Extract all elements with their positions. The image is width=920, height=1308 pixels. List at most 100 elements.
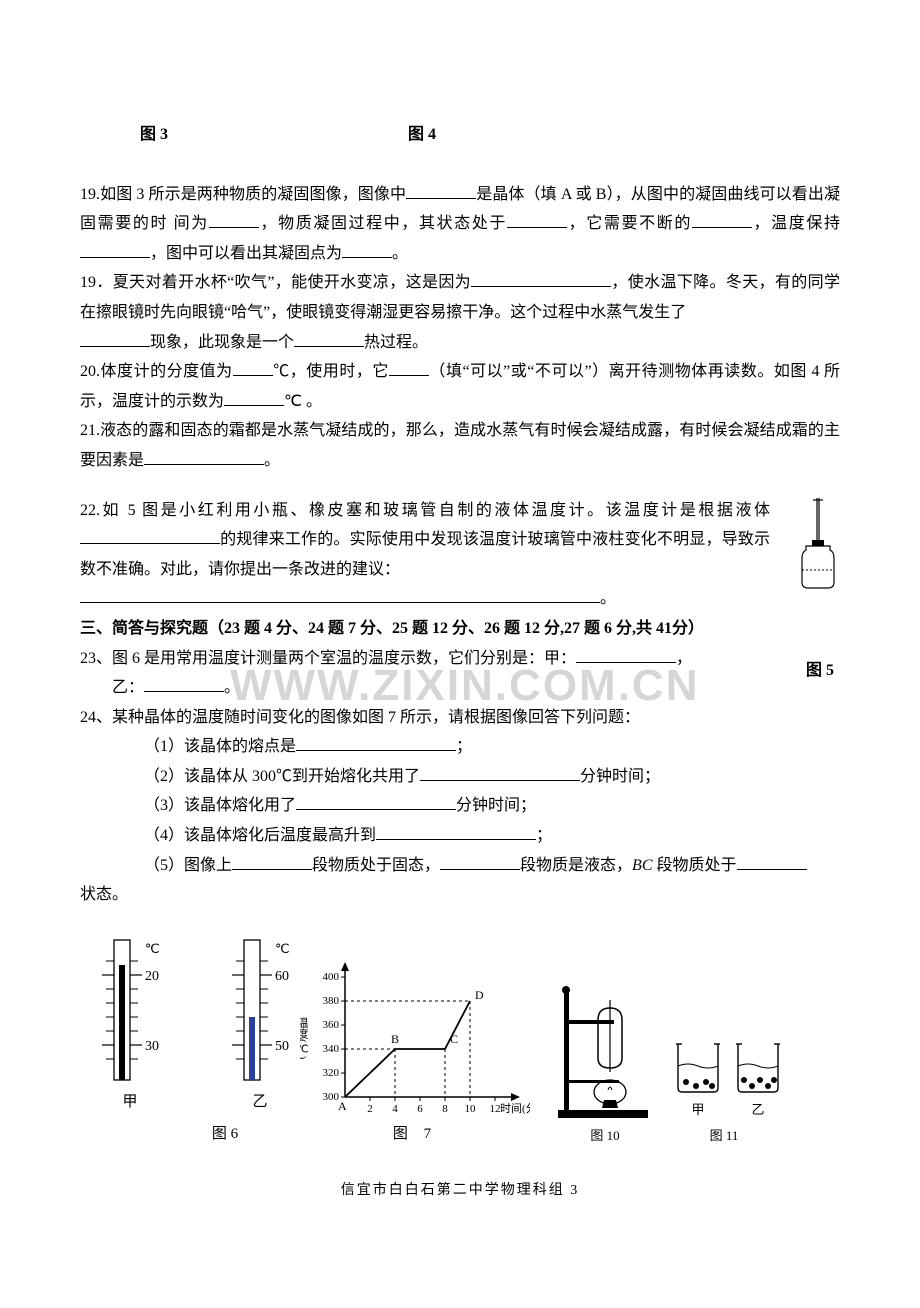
svg-text:8: 8 [442,1103,448,1115]
apparatus-stand: 图 10 [550,972,660,1148]
svg-text:时间(分): 时间(分) [500,1102,530,1115]
svg-text:300: 300 [323,1091,340,1103]
question-19a: 19.如图 3 所示是两种物质的凝固图像，图像中是晶体（填 A 或 B），从图中… [80,180,840,269]
blank[interactable] [737,853,807,870]
q20-t1: 20.体度计的分度值为 [80,363,233,380]
q24-5b: 状态。 [80,880,840,910]
q21-t2: 。 [264,452,280,469]
q24-2: （2）该晶体从 300℃到开始熔化共用了分钟时间； [80,762,840,792]
q19b-t4: 热过程。 [364,334,428,351]
question-24-head: 24、某种晶体的温度随时间变化的图像如图 7 所示，请根据图像回答下列问题： [80,703,840,733]
blank[interactable] [296,793,456,810]
q23-t3: 乙： [112,679,144,696]
q20-t2: ℃，使用时，它 [273,363,389,380]
q19b-t1: 19．夏天对着开水杯“吹气”，能使开水变凉，这是因为 [80,274,471,291]
question-21: 21.液态的露和固态的霜都是水蒸气凝结成的，那么，造成水蒸气有时候会凝结成露，有… [80,416,840,475]
beaker-yi-label: 乙 [751,1098,764,1122]
blank[interactable] [420,764,580,781]
blank[interactable] [507,211,567,228]
question-20: 20.体度计的分度值为℃，使用时，它（填“可以”或“不可以”）离开待测物体再读数… [80,357,840,416]
sub-fig11-label: 图 11 [710,1124,739,1148]
fig6-label: 图 6 [150,1121,300,1149]
section-3-head: 三、简答与探究题（23 题 4 分、24 题 7 分、25 题 12 分、26 … [80,620,704,637]
beaker-yi: 乙 [732,1036,784,1122]
blank[interactable] [389,359,429,376]
q24-4: （4）该晶体熔化后温度最高升到； [80,821,840,851]
blank[interactable] [376,823,536,840]
therm-yi-label: 乙 [252,1089,267,1117]
svg-text:12: 12 [490,1103,501,1115]
svg-text:20: 20 [145,969,159,984]
q24-5: （5）图像上段物质处于固态，段物质是液态，BC 段物质处于 [80,851,840,881]
svg-text:温度(℃): 温度(℃) [300,1016,309,1059]
q24-3: （3）该晶体熔化用了分钟时间； [80,791,840,821]
svg-text:℃: ℃ [145,941,160,956]
q23-t2: ， [676,650,692,667]
svg-text:6: 6 [417,1103,423,1115]
q19b-t3: 现象，此现象是一个 [150,334,294,351]
blank[interactable] [471,270,611,287]
svg-text:380: 380 [323,995,340,1007]
svg-text:10: 10 [465,1103,477,1115]
svg-text:C: C [450,1032,458,1046]
beaker-jia-label: 甲 [691,1098,704,1122]
svg-text:30: 30 [145,1039,159,1054]
thermometer-jia: ℃ 20 30 [90,935,170,1085]
bottle-thermometer-diagram [790,496,850,607]
blank[interactable] [80,527,220,544]
svg-text:400: 400 [323,971,340,983]
blank[interactable] [692,211,752,228]
blank[interactable] [296,734,456,751]
blank[interactable] [576,646,676,663]
figure-labels-row: 图 3 图 4 [80,120,840,150]
question-23: 23、图 6 是用常用温度计测量两个室温的温度示数，它们分别是：甲： ， [80,644,840,674]
blank[interactable] [342,241,392,258]
blank[interactable] [209,211,259,228]
fig5-label: 图 5 [790,656,850,686]
svg-text:2: 2 [367,1103,373,1115]
page-footer: 信宜市白白石第二中学物理科组 3 [80,1178,840,1204]
svg-text:B: B [391,1032,399,1046]
q19a-t5: ，温度保持 [752,215,840,232]
svg-text:340: 340 [323,1043,340,1055]
svg-text:4: 4 [392,1103,398,1115]
q22-t1: 22.如 5 图是小红利用小瓶、橡皮塞和玻璃管自制的液体温度计。该温度计是根据液… [80,502,770,519]
blank[interactable] [224,389,284,406]
blank[interactable] [144,675,224,692]
q19a-t4: ，它需要不断的 [567,215,692,232]
fig7-label: 图 7 [393,1121,437,1149]
blank[interactable] [232,853,312,870]
svg-text:A: A [338,1099,347,1113]
blank[interactable] [294,330,364,347]
blank[interactable] [80,586,600,603]
svg-text:360: 360 [323,1019,340,1031]
sub-fig10-label: 图 10 [590,1124,619,1148]
q19a-t6: ，图中可以看出其凝固点为 [150,245,342,262]
q20-t4: ℃ 。 [284,393,322,410]
question-22: 22.如 5 图是小红利用小瓶、橡皮塞和玻璃管自制的液体温度计。该温度计是根据液… [80,496,840,644]
svg-text:320: 320 [323,1067,340,1079]
question-23-line2: 乙： 。 [80,673,840,703]
thermometer-yi: ℃ 60 50 [220,935,300,1085]
beaker-jia: 甲 [672,1036,724,1122]
fig4-label: 图 4 [408,120,436,150]
blank[interactable] [80,241,150,258]
chart-fig7: 温度(℃) 300 320 [300,957,530,1149]
blank[interactable] [440,853,520,870]
q19a-t7: 。 [392,245,408,262]
blank[interactable] [144,448,264,465]
blank[interactable] [406,182,476,199]
blank[interactable] [80,330,150,347]
q19a-t3: ，物质凝固过程中，其状态处于 [259,215,507,232]
q19a-t1: 19.如图 3 所示是两种物质的凝固图像，图像中 [80,186,406,203]
q23-t4: 。 [224,679,240,696]
therm-jia-label: 甲 [122,1089,137,1117]
q22-t3: 。 [600,590,616,607]
fig3-label: 图 3 [140,120,168,150]
blank[interactable] [233,359,273,376]
svg-text:℃: ℃ [275,941,290,956]
bottom-figures-row: ℃ 20 30 甲 [80,935,840,1149]
svg-text:50: 50 [275,1039,289,1054]
q23-t1: 23、图 6 是用常用温度计测量两个室温的温度示数，它们分别是：甲： [80,650,576,667]
svg-text:60: 60 [275,969,289,984]
